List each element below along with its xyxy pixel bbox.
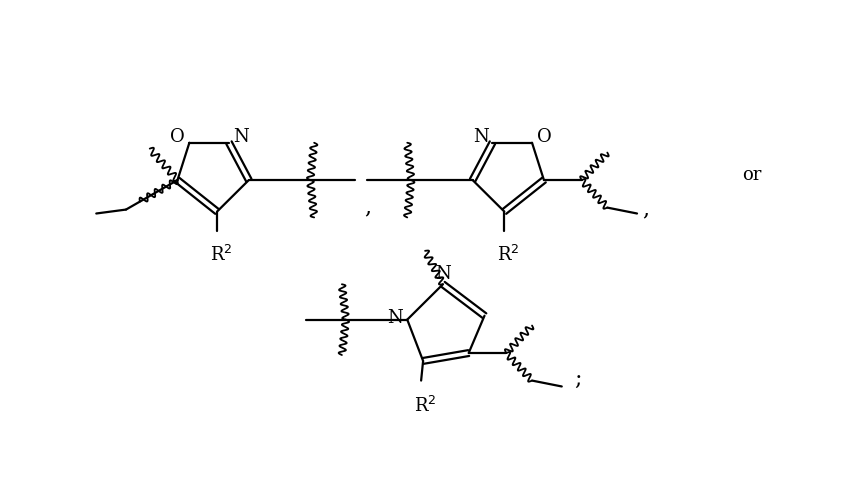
Text: or: or bbox=[742, 166, 761, 184]
Text: N: N bbox=[435, 265, 451, 284]
Text: O: O bbox=[170, 128, 185, 146]
Text: N: N bbox=[473, 128, 488, 146]
Text: N: N bbox=[388, 309, 403, 327]
Text: ,: , bbox=[642, 198, 649, 221]
Text: R$^2$: R$^2$ bbox=[414, 396, 436, 416]
Text: N: N bbox=[233, 128, 249, 146]
Text: R$^2$: R$^2$ bbox=[497, 245, 519, 265]
Text: ;: ; bbox=[574, 368, 582, 390]
Text: O: O bbox=[537, 128, 551, 146]
Text: R$^2$: R$^2$ bbox=[210, 245, 232, 265]
Text: ,: , bbox=[364, 197, 371, 219]
